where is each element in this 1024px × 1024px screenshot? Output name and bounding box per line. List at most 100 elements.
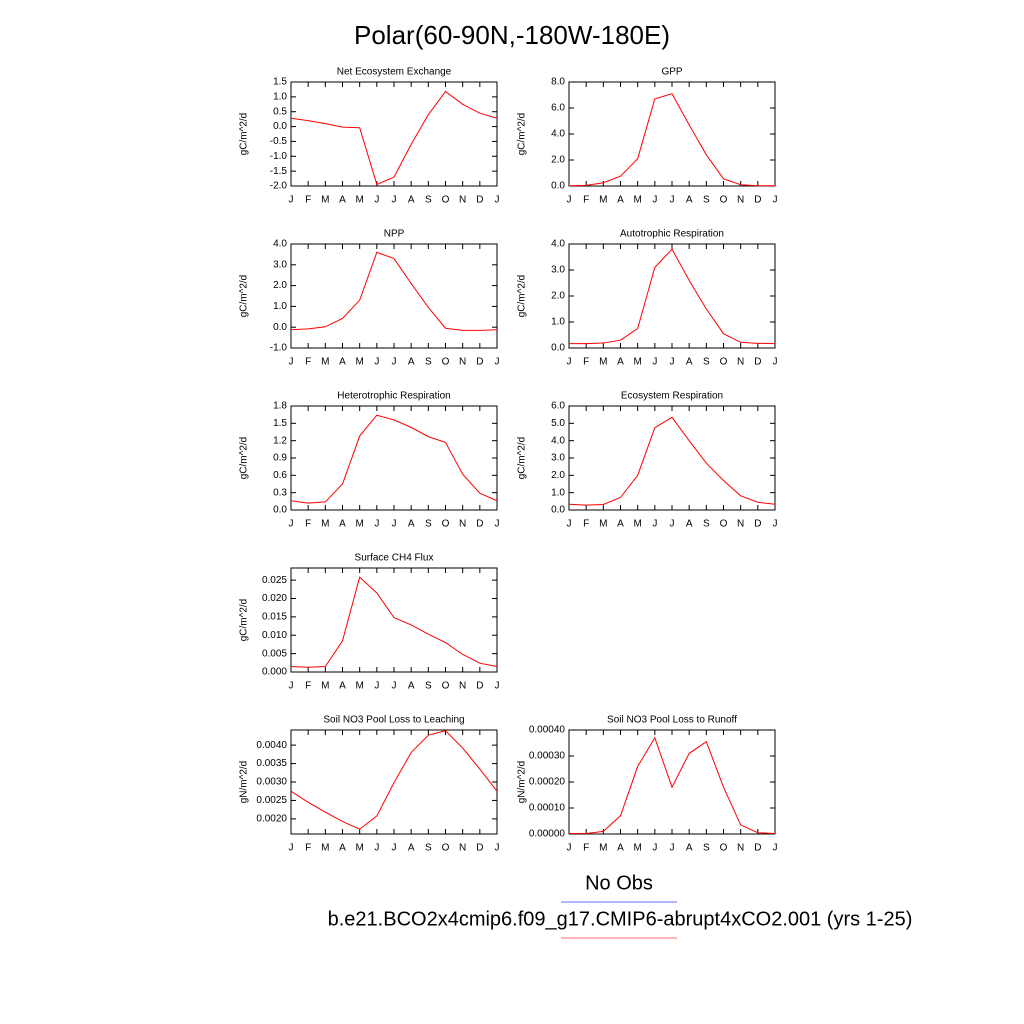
chart-title: Net Ecosystem Exchange (337, 67, 452, 78)
x-tick-label: A (408, 195, 415, 206)
x-tick-label: J (670, 357, 675, 368)
x-tick-label: A (686, 195, 693, 206)
x-tick-label: D (476, 681, 483, 692)
x-tick-label: J (374, 519, 379, 530)
x-tick-label: S (703, 357, 710, 368)
x-tick-label: J (495, 519, 500, 530)
y-tick-label: 0.00000 (529, 829, 566, 840)
x-tick-label: J (567, 195, 572, 206)
y-tick-label: 0.0035 (256, 758, 287, 769)
y-tick-label: 0.0 (273, 121, 287, 132)
x-tick-label: M (321, 195, 329, 206)
y-tick-label: 1.0 (551, 487, 565, 498)
x-tick-label: F (305, 357, 311, 368)
chart-title: Surface CH4 Flux (355, 553, 434, 564)
x-tick-label: J (567, 357, 572, 368)
data-line (568, 416, 776, 506)
x-tick-label: J (289, 195, 294, 206)
y-tick-label: 4.0 (551, 435, 565, 446)
data-line (569, 248, 776, 345)
x-tick-label: O (720, 519, 728, 530)
y-axis-label: gC/m^2/d (517, 113, 528, 156)
x-tick-label: A (339, 195, 346, 206)
x-tick-label: M (633, 357, 641, 368)
y-tick-label: 0.3 (273, 487, 287, 498)
x-tick-label: J (652, 357, 657, 368)
x-tick-label: J (495, 681, 500, 692)
y-tick-label: 1.0 (273, 301, 287, 312)
y-tick-label: 0.015 (262, 612, 287, 623)
data-line (569, 736, 776, 834)
x-tick-label: M (355, 519, 363, 530)
y-tick-label: 0.0 (273, 505, 287, 516)
y-tick-label: 8.0 (551, 77, 565, 88)
x-tick-label: M (633, 195, 641, 206)
chart-title: Ecosystem Respiration (621, 391, 723, 402)
data-line (290, 414, 498, 504)
x-tick-label: A (339, 519, 346, 530)
x-tick-label: J (567, 519, 572, 530)
x-tick-label: M (355, 843, 363, 854)
y-tick-label: 4.0 (273, 239, 287, 250)
y-tick-label: 0.0025 (256, 795, 287, 806)
x-tick-label: J (392, 843, 397, 854)
y-tick-label: 4.0 (551, 239, 565, 250)
y-tick-label: 0.020 (262, 593, 287, 604)
chart-title: GPP (661, 67, 682, 78)
x-tick-label: O (442, 519, 450, 530)
x-tick-label: N (737, 843, 744, 854)
x-tick-label: J (652, 519, 657, 530)
x-tick-label: S (703, 519, 710, 530)
x-tick-label: M (355, 195, 363, 206)
x-tick-label: J (374, 843, 379, 854)
y-tick-label: 0.000 (262, 667, 287, 678)
y-tick-label: 2.0 (551, 291, 565, 302)
chart-title: Soil NO3 Pool Loss to Runoff (607, 715, 737, 726)
x-tick-label: O (442, 357, 450, 368)
y-tick-label: 1.0 (551, 317, 565, 328)
y-tick-label: 0.9 (273, 453, 287, 464)
x-tick-label: J (392, 681, 397, 692)
x-tick-label: J (374, 681, 379, 692)
x-tick-label: F (305, 843, 311, 854)
x-tick-label: J (670, 519, 675, 530)
x-tick-label: J (495, 843, 500, 854)
chart-title: NPP (384, 229, 405, 240)
chart-title: Autotrophic Respiration (620, 229, 724, 240)
x-tick-label: J (773, 357, 778, 368)
x-tick-label: S (425, 843, 432, 854)
y-tick-label: 2.0 (551, 155, 565, 166)
x-tick-label: D (754, 843, 761, 854)
x-tick-label: A (686, 357, 693, 368)
x-tick-label: J (670, 843, 675, 854)
x-tick-label: J (392, 519, 397, 530)
y-tick-label: -2.0 (270, 181, 288, 192)
x-tick-label: F (305, 195, 311, 206)
y-tick-label: 0.010 (262, 630, 287, 641)
x-tick-label: N (459, 195, 466, 206)
y-tick-label: 1.8 (273, 401, 287, 412)
x-tick-label: J (289, 357, 294, 368)
x-tick-label: J (392, 357, 397, 368)
y-tick-label: 6.0 (551, 103, 565, 114)
x-tick-label: J (567, 843, 572, 854)
y-tick-label: 2.0 (273, 280, 287, 291)
y-tick-label: 0.0020 (256, 814, 287, 825)
x-tick-label: O (442, 843, 450, 854)
x-tick-label: M (321, 843, 329, 854)
x-tick-label: F (583, 357, 589, 368)
x-tick-label: O (442, 681, 450, 692)
x-tick-label: J (495, 195, 500, 206)
x-tick-label: M (599, 357, 607, 368)
x-tick-label: J (374, 195, 379, 206)
y-axis-label: gN/m^2/d (239, 761, 250, 804)
x-tick-label: A (339, 843, 346, 854)
x-tick-label: N (459, 681, 466, 692)
data-line (290, 251, 498, 331)
x-tick-label: A (617, 357, 624, 368)
data-line (290, 90, 498, 186)
y-tick-label: 5.0 (551, 418, 565, 429)
x-tick-label: D (476, 843, 483, 854)
x-tick-label: M (355, 357, 363, 368)
